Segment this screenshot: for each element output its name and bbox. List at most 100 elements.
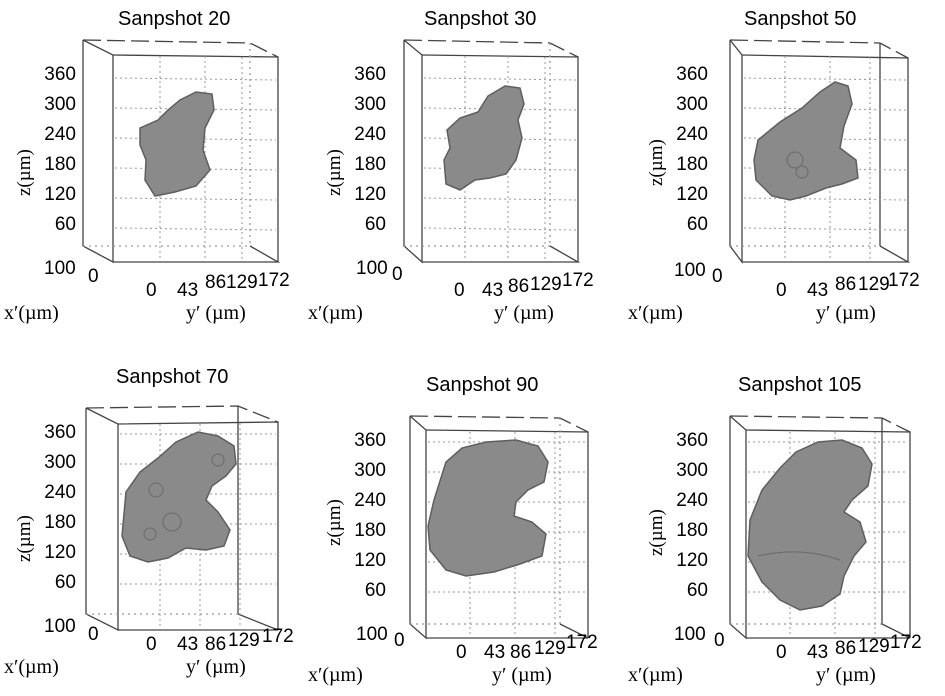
x-tick: 0 xyxy=(712,266,723,287)
x-tick: 0 xyxy=(88,624,99,645)
panel-title: Sanpshot 105 xyxy=(738,374,862,396)
y-tick: 0 xyxy=(456,642,467,663)
z-tick: 300 xyxy=(354,94,386,115)
bounding-box xyxy=(409,415,589,640)
bounding-box xyxy=(729,415,911,640)
z-axis-label: z(µm) xyxy=(324,499,345,546)
y-tick: 129 xyxy=(228,630,260,651)
z-tick: 60 xyxy=(686,580,708,601)
z-tick: 180 xyxy=(354,520,386,541)
x-tick: 100 xyxy=(44,258,76,279)
z-tick: 120 xyxy=(676,550,708,571)
y-tick: 0 xyxy=(454,280,465,301)
y-tick: 129 xyxy=(858,274,890,295)
z-axis-label: z(µm) xyxy=(14,149,35,196)
z-tick: 120 xyxy=(44,184,76,205)
x-axis-label: x′(µm) xyxy=(308,302,363,324)
x-axis-label: x′(µm) xyxy=(4,302,59,324)
z-tick: 180 xyxy=(44,512,76,533)
bounding-box xyxy=(85,405,279,632)
y-axis-label: y′ (µm) xyxy=(186,656,246,678)
y-tick: 129 xyxy=(534,638,566,659)
y-tick: 86 xyxy=(835,274,857,295)
z-tick: 60 xyxy=(364,214,386,235)
y-tick: 172 xyxy=(258,270,290,291)
y-tick: 43 xyxy=(482,280,504,301)
y-tick: 43 xyxy=(484,642,506,663)
panel-title: Sanpshot 70 xyxy=(116,366,229,388)
y-tick: 43 xyxy=(807,280,829,301)
z-tick: 60 xyxy=(686,214,708,235)
z-tick: 60 xyxy=(364,580,386,601)
z-tick: 180 xyxy=(676,154,708,175)
tissue-blob xyxy=(753,81,859,201)
y-tick: 129 xyxy=(858,636,890,657)
z-tick: 300 xyxy=(44,94,76,115)
y-tick: 0 xyxy=(146,280,157,301)
x-tick: 0 xyxy=(392,264,403,285)
snapshot-panel-70: Sanpshot 70 z(µm) 360 300 240 180 120 60… xyxy=(0,350,310,690)
y-tick: 0 xyxy=(146,634,157,655)
surface-detail xyxy=(757,551,841,561)
x-tick: 100 xyxy=(674,260,706,281)
snapshot-panel-90: Sanpshot 90 z(µm) 360 300 240 180 120 60… xyxy=(308,350,620,690)
z-tick: 120 xyxy=(354,550,386,571)
x-axis-label: x′(µm) xyxy=(4,656,59,678)
x-tick: 0 xyxy=(714,630,725,651)
z-axis-label: z(µm) xyxy=(324,149,345,196)
x-tick: 0 xyxy=(394,630,405,651)
y-tick: 172 xyxy=(562,270,594,291)
y-tick: 86 xyxy=(205,272,227,293)
tissue-blob xyxy=(443,85,525,191)
y-axis-label: y′ (µm) xyxy=(186,302,246,324)
panel-title: Sanpshot 90 xyxy=(426,374,539,396)
z-tick: 60 xyxy=(54,214,76,235)
snapshot-panel-50: Sanpshot 50 z(µm) 360 300 240 180 120 60… xyxy=(628,0,940,340)
tissue-blob xyxy=(139,91,215,197)
tissue-blob xyxy=(747,439,873,611)
y-axis-label: y′ (µm) xyxy=(816,302,876,324)
y-tick: 43 xyxy=(177,634,199,655)
y-tick: 86 xyxy=(205,634,227,655)
y-tick: 0 xyxy=(776,642,787,663)
snapshot-panel-105: Sanpshot 105 z(µm) 360 300 240 180 120 6… xyxy=(628,350,940,690)
x-tick: 100 xyxy=(674,624,706,645)
panel-title: Sanpshot 30 xyxy=(424,8,537,30)
z-tick: 240 xyxy=(354,124,386,145)
x-axis-label: x′(µm) xyxy=(628,664,683,686)
x-tick: 100 xyxy=(356,624,388,645)
z-tick: 240 xyxy=(44,124,76,145)
panel-title: Sanpshot 20 xyxy=(118,8,231,30)
z-tick: 120 xyxy=(676,184,708,205)
z-tick: 300 xyxy=(44,452,76,473)
z-tick: 300 xyxy=(354,460,386,481)
x-axis-label: x′(µm) xyxy=(308,664,363,686)
y-tick: 172 xyxy=(890,632,922,653)
y-tick: 43 xyxy=(807,642,829,663)
z-tick: 240 xyxy=(676,124,708,145)
volume-plot xyxy=(409,415,589,640)
z-tick: 240 xyxy=(354,490,386,511)
z-tick: 180 xyxy=(44,154,76,175)
z-tick: 360 xyxy=(44,64,76,85)
z-tick: 240 xyxy=(676,490,708,511)
x-tick: 0 xyxy=(88,266,99,287)
z-tick: 240 xyxy=(44,482,76,503)
y-tick: 0 xyxy=(776,280,787,301)
volume-plot xyxy=(729,39,911,264)
z-tick: 180 xyxy=(676,520,708,541)
y-tick: 86 xyxy=(508,276,530,297)
y-tick: 172 xyxy=(262,626,294,647)
z-tick: 360 xyxy=(676,64,708,85)
z-tick: 300 xyxy=(676,460,708,481)
bounding-box xyxy=(403,39,581,264)
tissue-blob xyxy=(427,439,549,577)
x-axis-label: x′(µm) xyxy=(628,302,683,324)
y-tick: 172 xyxy=(566,632,598,653)
z-tick: 60 xyxy=(54,572,76,593)
snapshot-panel-30: Sanpshot 30 z(µm) 360 300 240 180 120 60… xyxy=(308,0,620,340)
y-tick: 86 xyxy=(835,638,857,659)
y-tick: 129 xyxy=(530,274,562,295)
volume-plot xyxy=(85,405,279,632)
bounding-box xyxy=(82,39,281,264)
